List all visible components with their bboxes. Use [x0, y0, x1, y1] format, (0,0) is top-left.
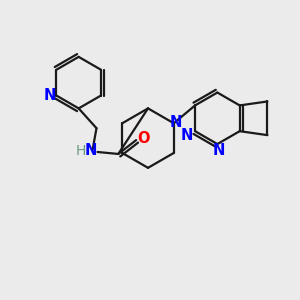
Text: N: N: [212, 143, 224, 158]
Text: O: O: [137, 130, 149, 146]
Text: N: N: [169, 115, 182, 130]
Text: H: H: [76, 144, 86, 158]
Text: N: N: [84, 143, 97, 158]
Text: N: N: [43, 88, 56, 103]
Text: N: N: [181, 128, 193, 142]
